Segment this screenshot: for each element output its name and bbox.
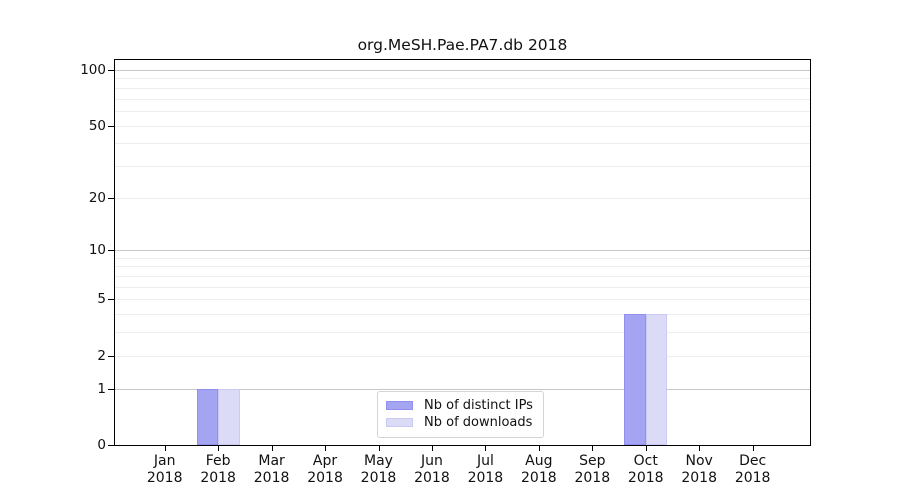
gridline-y-70 (115, 98, 810, 100)
x-tick-nov (699, 446, 701, 451)
x-tick-feb (218, 446, 220, 451)
gridline-y-10 (115, 250, 810, 252)
x-tick-dec (752, 446, 754, 451)
gridline-y-60 (115, 110, 810, 112)
gridline-y-1 (115, 388, 810, 390)
x-tick-jan (164, 446, 166, 451)
x-tick-label-dec: Dec 2018 (734, 453, 771, 486)
gridline-y-6 (115, 286, 810, 288)
bar-distinct-ips-oct (624, 314, 646, 445)
x-tick-apr (325, 446, 327, 451)
y-tick-label-1: 1 (97, 380, 106, 397)
x-tick-label-jul: Jul 2018 (467, 453, 504, 486)
y-tick-10 (108, 250, 114, 252)
legend-swatch-distinct-ips (386, 401, 413, 410)
x-tick-label-jun: Jun 2018 (414, 453, 450, 486)
y-tick-label-100: 100 (80, 62, 106, 78)
legend-label-distinct-ips: Nb of distinct IPs (424, 398, 533, 413)
y-tick-20 (108, 197, 114, 199)
y-tick-label-50: 50 (88, 117, 106, 134)
y-tick-label-5: 5 (97, 291, 106, 308)
gridline-y-80 (115, 87, 810, 89)
bar-downloads-oct (645, 314, 668, 445)
x-tick-jul (485, 446, 487, 451)
gridline-y-3 (115, 332, 810, 334)
gridline-y-30 (115, 165, 810, 167)
gridline-y-50 (115, 125, 810, 127)
gridline-y-100 (115, 70, 810, 71)
y-tick-0 (108, 445, 114, 446)
legend-label-downloads: Nb of downloads (424, 415, 533, 430)
x-tick-label-mar: Mar 2018 (253, 453, 290, 486)
legend-entry-distinct-ips: Nb of distinct IPs (386, 397, 533, 414)
y-tick-label-20: 20 (88, 189, 106, 206)
x-tick-label-sep: Sep 2018 (574, 453, 611, 486)
x-tick-aug (538, 446, 540, 451)
gridline-y-90 (115, 78, 810, 80)
y-tick-label-10: 10 (88, 242, 106, 259)
legend: Nb of distinct IPs Nb of downloads (377, 391, 544, 438)
x-tick-sep (592, 446, 594, 451)
y-tick-1 (108, 388, 114, 390)
x-tick-label-jan: Jan 2018 (146, 453, 183, 486)
x-tick-label-apr: Apr 2018 (307, 453, 343, 486)
bar-downloads-feb (218, 388, 240, 445)
x-tick-jun (431, 446, 433, 451)
gridline-y-5 (115, 299, 810, 301)
legend-swatch-downloads (386, 418, 413, 427)
y-tick-label-2: 2 (97, 347, 106, 364)
x-tick-label-feb: Feb 2018 (200, 453, 236, 486)
x-tick-mar (271, 446, 273, 451)
legend-entry-downloads: Nb of downloads (386, 414, 533, 431)
gridline-y-9 (115, 257, 810, 259)
y-tick-2 (108, 355, 114, 357)
chart-title: org.MeSH.Pae.PA7.db 2018 (357, 36, 568, 54)
x-tick-label-aug: Aug 2018 (521, 453, 557, 486)
gridline-y-20 (115, 197, 810, 199)
plot-area (114, 59, 811, 446)
x-tick-label-oct: Oct 2018 (627, 453, 664, 486)
gridline-y-4 (115, 314, 810, 316)
y-tick-100 (108, 70, 114, 71)
gridline-y-8 (115, 266, 810, 268)
x-tick-label-nov: Nov 2018 (681, 453, 717, 486)
bar-distinct-ips-feb (196, 388, 219, 445)
gridline-y-40 (115, 143, 810, 145)
x-tick-oct (645, 446, 647, 451)
y-tick-label-0: 0 (97, 437, 106, 453)
gridline-y-7 (115, 276, 810, 278)
x-tick-may (378, 446, 380, 451)
x-tick-label-may: May 2018 (360, 453, 397, 486)
y-tick-5 (108, 299, 114, 301)
y-tick-50 (108, 125, 114, 127)
gridline-y-2 (115, 355, 810, 357)
